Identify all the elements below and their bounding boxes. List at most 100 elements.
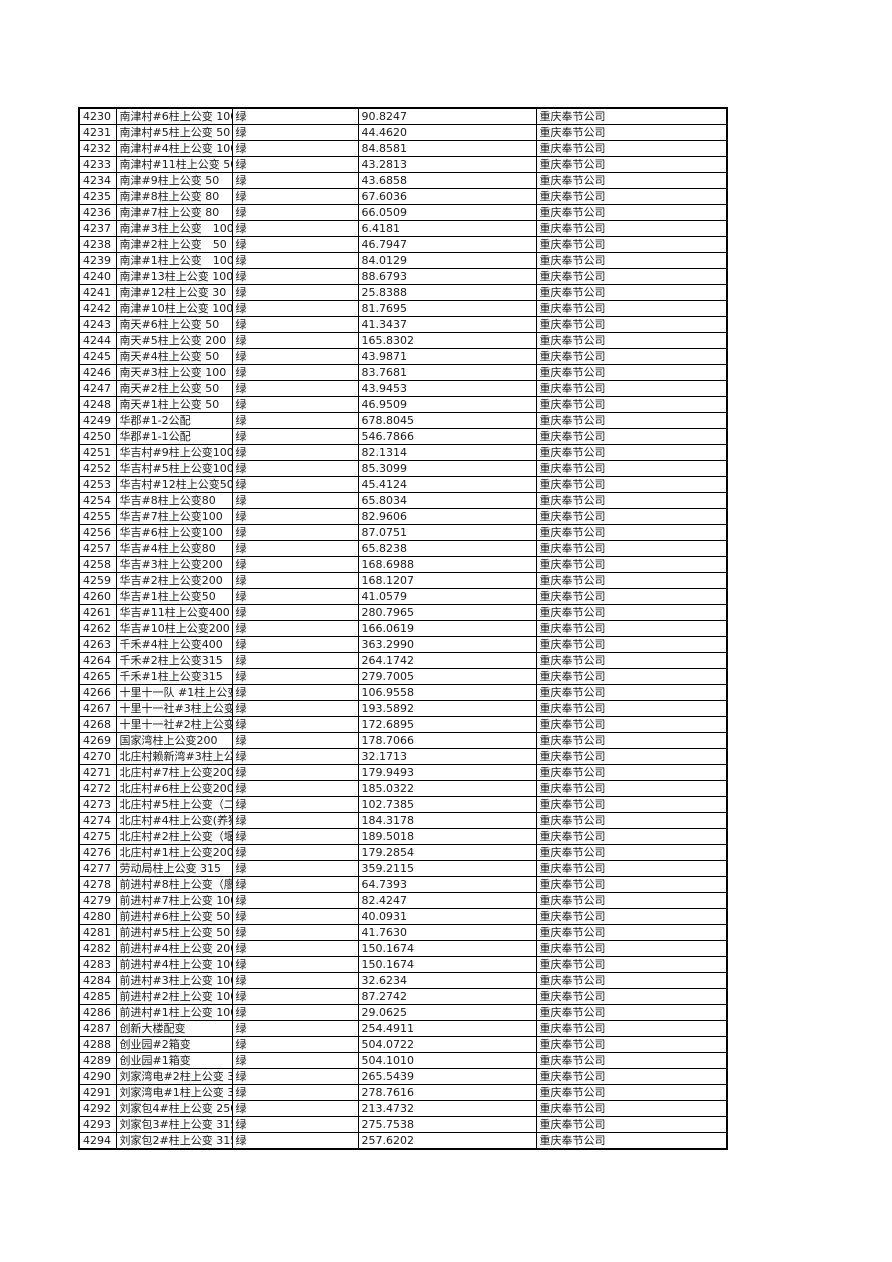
cell-equipment-name[interactable]: 华吉#11柱上公变400 [115, 604, 233, 621]
cell-status[interactable]: 绿 [231, 220, 359, 237]
cell-status[interactable]: 绿 [231, 524, 359, 541]
cell-equipment-name[interactable]: 刘家包4#柱上公变 250 [115, 1100, 233, 1117]
cell-company[interactable]: 重庆奉节公司 [535, 636, 728, 653]
cell-company[interactable]: 重庆奉节公司 [535, 412, 728, 429]
cell-row-id[interactable]: 4232 [78, 140, 117, 157]
cell-status[interactable]: 绿 [231, 428, 359, 445]
cell-value[interactable]: 185.0322 [357, 780, 537, 797]
cell-company[interactable]: 重庆奉节公司 [535, 124, 728, 141]
cell-row-id[interactable]: 4271 [78, 764, 117, 781]
cell-equipment-name[interactable]: 北庄村#5柱上公变（二湾 [115, 796, 233, 813]
cell-row-id[interactable]: 4276 [78, 844, 117, 861]
cell-equipment-name[interactable]: 南津#3柱上公变 100 [115, 220, 233, 237]
cell-status[interactable]: 绿 [231, 652, 359, 669]
cell-company[interactable]: 重庆奉节公司 [535, 284, 728, 301]
cell-equipment-name[interactable]: 华吉#4柱上公变80 [115, 540, 233, 557]
cell-company[interactable]: 重庆奉节公司 [535, 428, 728, 445]
cell-value[interactable]: 41.7630 [357, 924, 537, 941]
cell-value[interactable]: 178.7066 [357, 732, 537, 749]
cell-status[interactable]: 绿 [231, 1036, 359, 1053]
cell-equipment-name[interactable]: 华吉#3柱上公变200 [115, 556, 233, 573]
cell-equipment-name[interactable]: 华吉村#5柱上公变100 [115, 460, 233, 477]
cell-value[interactable]: 85.3099 [357, 460, 537, 477]
cell-status[interactable]: 绿 [231, 172, 359, 189]
cell-row-id[interactable]: 4238 [78, 236, 117, 253]
cell-company[interactable]: 重庆奉节公司 [535, 332, 728, 349]
cell-equipment-name[interactable]: 北庄村#4柱上公变(养猪场 [115, 812, 233, 829]
cell-equipment-name[interactable]: 刘家包2#柱上公变 315 [115, 1132, 233, 1150]
cell-row-id[interactable]: 4240 [78, 268, 117, 285]
cell-company[interactable]: 重庆奉节公司 [535, 508, 728, 525]
cell-row-id[interactable]: 4273 [78, 796, 117, 813]
cell-equipment-name[interactable]: 北庄村#6柱上公变200 [115, 780, 233, 797]
cell-value[interactable]: 363.2990 [357, 636, 537, 653]
cell-row-id[interactable]: 4263 [78, 636, 117, 653]
cell-company[interactable]: 重庆奉节公司 [535, 748, 728, 765]
cell-company[interactable]: 重庆奉节公司 [535, 1100, 728, 1117]
cell-company[interactable]: 重庆奉节公司 [535, 460, 728, 477]
cell-row-id[interactable]: 4259 [78, 572, 117, 589]
cell-row-id[interactable]: 4252 [78, 460, 117, 477]
cell-value[interactable]: 41.0579 [357, 588, 537, 605]
cell-status[interactable]: 绿 [231, 716, 359, 733]
cell-company[interactable]: 重庆奉节公司 [535, 588, 728, 605]
cell-status[interactable]: 绿 [231, 780, 359, 797]
cell-value[interactable]: 82.1314 [357, 444, 537, 461]
cell-row-id[interactable]: 4243 [78, 316, 117, 333]
cell-value[interactable]: 83.7681 [357, 364, 537, 381]
cell-value[interactable]: 257.6202 [357, 1132, 537, 1150]
cell-status[interactable]: 绿 [231, 188, 359, 205]
cell-status[interactable]: 绿 [231, 556, 359, 573]
cell-company[interactable]: 重庆奉节公司 [535, 348, 728, 365]
cell-company[interactable]: 重庆奉节公司 [535, 908, 728, 925]
cell-status[interactable]: 绿 [231, 668, 359, 685]
cell-value[interactable]: 65.8238 [357, 540, 537, 557]
cell-value[interactable]: 213.4732 [357, 1100, 537, 1117]
cell-value[interactable]: 193.5892 [357, 700, 537, 717]
cell-company[interactable]: 重庆奉节公司 [535, 972, 728, 989]
cell-status[interactable]: 绿 [231, 844, 359, 861]
cell-company[interactable]: 重庆奉节公司 [535, 716, 728, 733]
cell-row-id[interactable]: 4254 [78, 492, 117, 509]
cell-equipment-name[interactable]: 创业园#2箱变 [115, 1036, 233, 1053]
cell-status[interactable]: 绿 [231, 684, 359, 701]
cell-value[interactable]: 504.0722 [357, 1036, 537, 1053]
cell-status[interactable]: 绿 [231, 636, 359, 653]
cell-status[interactable]: 绿 [231, 508, 359, 525]
cell-row-id[interactable]: 4277 [78, 860, 117, 877]
cell-status[interactable]: 绿 [231, 828, 359, 845]
cell-row-id[interactable]: 4247 [78, 380, 117, 397]
cell-equipment-name[interactable]: 北庄村#7柱上公变200 [115, 764, 233, 781]
cell-equipment-name[interactable]: 南津#7柱上公变 80 [115, 204, 233, 221]
cell-row-id[interactable]: 4283 [78, 956, 117, 973]
cell-status[interactable]: 绿 [231, 348, 359, 365]
cell-value[interactable]: 179.2854 [357, 844, 537, 861]
cell-row-id[interactable]: 4264 [78, 652, 117, 669]
cell-row-id[interactable]: 4241 [78, 284, 117, 301]
cell-value[interactable]: 43.9871 [357, 348, 537, 365]
cell-row-id[interactable]: 4251 [78, 444, 117, 461]
cell-value[interactable]: 67.6036 [357, 188, 537, 205]
cell-company[interactable]: 重庆奉节公司 [535, 732, 728, 749]
cell-company[interactable]: 重庆奉节公司 [535, 1036, 728, 1053]
cell-status[interactable]: 绿 [231, 284, 359, 301]
cell-company[interactable]: 重庆奉节公司 [535, 828, 728, 845]
cell-equipment-name[interactable]: 华郡#1-2公配 [115, 412, 233, 429]
cell-value[interactable]: 165.8302 [357, 332, 537, 349]
cell-equipment-name[interactable]: 南津#13柱上公变 100 [115, 268, 233, 285]
cell-company[interactable]: 重庆奉节公司 [535, 876, 728, 893]
cell-equipment-name[interactable]: 北庄村赖新湾#3柱上公变 [115, 748, 233, 765]
cell-company[interactable]: 重庆奉节公司 [535, 604, 728, 621]
cell-company[interactable]: 重庆奉节公司 [535, 956, 728, 973]
cell-row-id[interactable]: 4233 [78, 156, 117, 173]
cell-status[interactable]: 绿 [231, 1132, 359, 1150]
cell-value[interactable]: 90.8247 [357, 107, 537, 125]
cell-row-id[interactable]: 4256 [78, 524, 117, 541]
cell-value[interactable]: 184.3178 [357, 812, 537, 829]
cell-equipment-name[interactable]: 华吉村#9柱上公变100 [115, 444, 233, 461]
cell-equipment-name[interactable]: 千禾#4柱上公变400 [115, 636, 233, 653]
cell-value[interactable]: 65.8034 [357, 492, 537, 509]
cell-status[interactable]: 绿 [231, 1084, 359, 1101]
cell-row-id[interactable]: 4236 [78, 204, 117, 221]
cell-status[interactable]: 绿 [231, 332, 359, 349]
